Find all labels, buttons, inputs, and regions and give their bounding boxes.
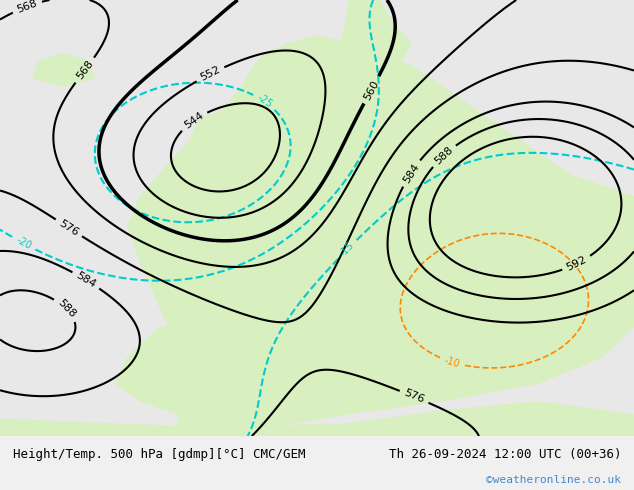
Text: 576: 576 (57, 218, 81, 238)
Text: 576: 576 (403, 388, 426, 405)
Text: -20: -20 (14, 235, 33, 251)
Text: -15: -15 (338, 241, 356, 259)
Text: 592: 592 (565, 254, 588, 273)
Polygon shape (190, 113, 228, 174)
Text: 560: 560 (362, 78, 381, 101)
Polygon shape (0, 401, 634, 436)
Text: 584: 584 (74, 270, 98, 290)
Text: 568: 568 (15, 0, 39, 15)
Text: 584: 584 (401, 162, 421, 185)
Text: -10: -10 (443, 355, 462, 369)
Polygon shape (114, 314, 266, 415)
Text: Th 26-09-2024 12:00 UTC (00+36): Th 26-09-2024 12:00 UTC (00+36) (389, 448, 621, 462)
Text: 568: 568 (74, 59, 95, 81)
Polygon shape (304, 0, 412, 118)
Text: 544: 544 (182, 110, 205, 131)
Text: 588: 588 (55, 298, 77, 320)
Text: 552: 552 (198, 65, 222, 83)
Text: 588: 588 (432, 145, 455, 167)
Polygon shape (32, 52, 95, 87)
Text: Height/Temp. 500 hPa [gdmp][°C] CMC/GEM: Height/Temp. 500 hPa [gdmp][°C] CMC/GEM (13, 448, 305, 462)
Polygon shape (127, 35, 634, 436)
Text: -25: -25 (255, 93, 274, 110)
Text: ©weatheronline.co.uk: ©weatheronline.co.uk (486, 475, 621, 485)
